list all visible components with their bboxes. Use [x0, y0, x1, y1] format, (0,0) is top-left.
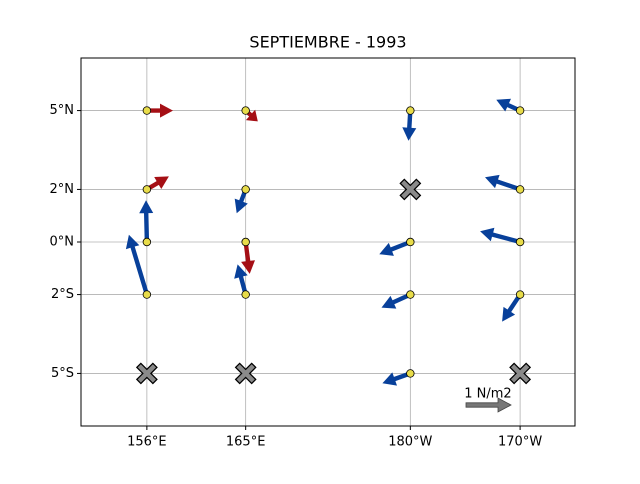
x-tick-label: 170°W	[498, 435, 542, 450]
key-label: 1 N/m2	[464, 387, 511, 402]
chart-title: SEPTIEMBRE - 1993	[249, 33, 406, 52]
y-tick-label: 2°N	[50, 182, 75, 197]
x-tick-label: 156°E	[127, 435, 167, 450]
wind-arrow	[402, 110, 417, 141]
station-marker	[515, 237, 525, 247]
y-tick-label: 2°S	[51, 287, 74, 302]
wind-arrow	[496, 98, 521, 113]
missing-marker-fill	[510, 364, 530, 383]
y-tick-label: 0°N	[50, 235, 75, 250]
station-marker	[142, 237, 152, 247]
station-marker	[406, 106, 415, 115]
station-marker	[515, 290, 525, 299]
wind-arrow	[379, 240, 412, 256]
wind-arrow	[125, 234, 149, 296]
station-marker	[241, 290, 250, 299]
y-tick-label: 5°S	[51, 366, 74, 381]
station-marker	[241, 185, 250, 194]
wind-arrow	[502, 293, 522, 322]
station-marker	[142, 106, 152, 115]
wind-arrow	[139, 200, 154, 242]
station-marker	[515, 106, 525, 115]
missing-marker-fill	[401, 180, 420, 199]
station-marker	[241, 106, 250, 115]
y-tick-label: 5°N	[50, 103, 75, 118]
wind-arrow	[480, 227, 521, 245]
station-marker	[406, 237, 415, 247]
x-tick-label: 165°E	[226, 435, 266, 450]
station-marker	[406, 290, 415, 299]
wind-arrow	[234, 188, 248, 214]
station-marker	[241, 237, 250, 247]
key-arrow	[465, 397, 512, 413]
wind-arrow	[241, 241, 255, 274]
wind-arrow	[382, 371, 412, 386]
missing-marker-fill	[137, 364, 157, 383]
wind-arrow	[381, 292, 412, 309]
station-marker	[142, 290, 152, 299]
wind-arrow	[146, 103, 173, 118]
wind-arrow	[145, 176, 169, 192]
station-marker	[515, 185, 525, 194]
missing-marker-fill	[236, 364, 255, 383]
plot-frame	[80, 57, 576, 427]
wind-arrow	[234, 264, 248, 296]
wind-arrow	[485, 174, 521, 192]
station-marker	[406, 369, 415, 378]
x-tick-label: 180°W	[388, 435, 432, 450]
station-marker	[142, 185, 152, 194]
